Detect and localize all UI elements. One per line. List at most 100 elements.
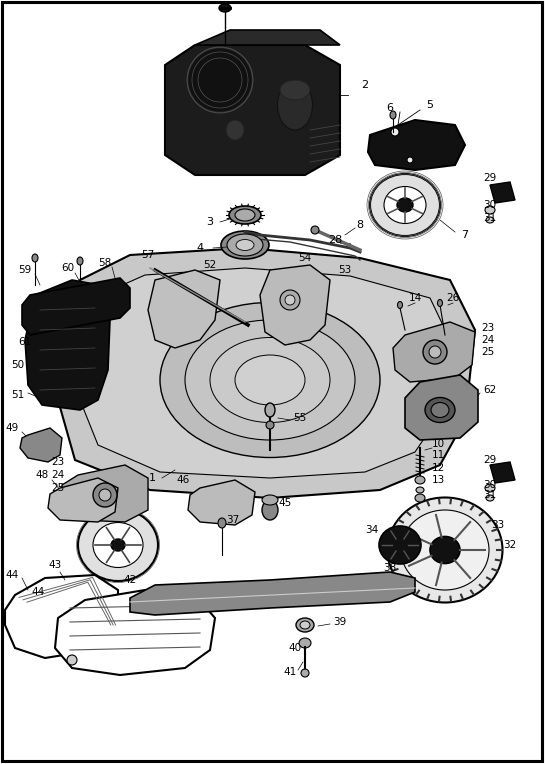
Text: 37: 37 (226, 515, 240, 525)
Text: 51: 51 (11, 390, 25, 400)
Ellipse shape (219, 4, 231, 12)
Ellipse shape (425, 397, 455, 422)
Text: 24: 24 (51, 470, 65, 480)
Ellipse shape (486, 217, 494, 223)
Ellipse shape (485, 206, 495, 214)
Circle shape (67, 655, 77, 665)
Ellipse shape (415, 476, 425, 484)
Text: 46: 46 (177, 475, 190, 485)
Ellipse shape (262, 500, 278, 520)
Circle shape (280, 290, 300, 310)
Text: 28: 28 (328, 235, 342, 245)
Ellipse shape (438, 299, 443, 306)
Polygon shape (80, 268, 450, 478)
Circle shape (93, 483, 117, 507)
Circle shape (429, 346, 441, 358)
Polygon shape (148, 270, 220, 348)
Polygon shape (55, 590, 215, 675)
Text: 32: 32 (504, 540, 517, 550)
Ellipse shape (415, 494, 425, 502)
Text: 58: 58 (99, 258, 112, 268)
Polygon shape (165, 45, 340, 175)
Polygon shape (260, 265, 330, 345)
Ellipse shape (32, 254, 38, 262)
Ellipse shape (226, 120, 244, 140)
Polygon shape (405, 375, 478, 440)
Ellipse shape (185, 320, 355, 440)
Ellipse shape (218, 518, 226, 528)
Text: 11: 11 (432, 450, 445, 460)
Text: 60: 60 (62, 263, 75, 273)
Ellipse shape (384, 186, 426, 224)
Ellipse shape (416, 487, 424, 493)
Text: 44: 44 (5, 570, 19, 580)
Ellipse shape (227, 234, 263, 256)
Ellipse shape (77, 257, 83, 265)
Text: 54: 54 (298, 253, 312, 263)
Text: 61: 61 (19, 337, 32, 347)
Polygon shape (490, 462, 515, 483)
Polygon shape (62, 465, 148, 522)
Text: 6: 6 (386, 103, 393, 113)
Polygon shape (20, 428, 62, 462)
Text: 8: 8 (356, 220, 364, 230)
Text: 24: 24 (481, 335, 495, 345)
Ellipse shape (160, 303, 380, 458)
Ellipse shape (280, 80, 310, 100)
Ellipse shape (210, 338, 330, 422)
Text: 39: 39 (334, 617, 347, 627)
Text: 10: 10 (432, 439, 445, 449)
Text: 30: 30 (483, 480, 496, 490)
Circle shape (423, 340, 447, 364)
Ellipse shape (299, 638, 311, 648)
Text: 23: 23 (481, 323, 495, 333)
Ellipse shape (431, 403, 449, 417)
Text: 55: 55 (293, 413, 307, 423)
Polygon shape (130, 572, 415, 615)
Text: 3: 3 (207, 217, 214, 227)
Text: 41: 41 (283, 667, 296, 677)
Text: 59: 59 (19, 265, 32, 275)
Text: 2: 2 (361, 80, 368, 90)
Ellipse shape (262, 495, 278, 505)
Ellipse shape (401, 510, 489, 590)
Ellipse shape (111, 539, 125, 551)
Text: 43: 43 (49, 560, 62, 570)
Text: 25: 25 (51, 483, 65, 493)
Text: 25: 25 (481, 347, 495, 357)
Polygon shape (195, 30, 340, 45)
Circle shape (285, 295, 295, 305)
Ellipse shape (311, 226, 319, 234)
Ellipse shape (300, 621, 310, 629)
Circle shape (391, 128, 399, 136)
Text: eReplacementParts.com: eReplacementParts.com (179, 383, 365, 397)
Ellipse shape (221, 231, 269, 259)
Polygon shape (48, 478, 118, 522)
Text: 52: 52 (203, 260, 216, 270)
Ellipse shape (78, 509, 158, 581)
Text: 14: 14 (408, 293, 422, 303)
Text: 13: 13 (432, 475, 445, 485)
Ellipse shape (387, 497, 502, 603)
Text: 29: 29 (483, 173, 496, 183)
Ellipse shape (390, 111, 396, 119)
Ellipse shape (229, 206, 261, 224)
Circle shape (407, 157, 413, 163)
Text: 57: 57 (141, 250, 155, 260)
Text: 33: 33 (492, 520, 505, 530)
Text: 44: 44 (32, 587, 45, 597)
Ellipse shape (93, 523, 143, 568)
Ellipse shape (277, 80, 312, 130)
Ellipse shape (265, 403, 275, 417)
Text: 1: 1 (148, 473, 155, 483)
Polygon shape (188, 480, 255, 525)
Text: 7: 7 (462, 230, 469, 240)
Ellipse shape (397, 198, 413, 212)
Ellipse shape (266, 421, 274, 429)
Circle shape (99, 489, 111, 501)
Ellipse shape (370, 174, 440, 236)
Text: 23: 23 (51, 457, 65, 467)
Polygon shape (58, 248, 475, 498)
Text: 62: 62 (483, 385, 496, 395)
Text: 42: 42 (123, 575, 137, 585)
